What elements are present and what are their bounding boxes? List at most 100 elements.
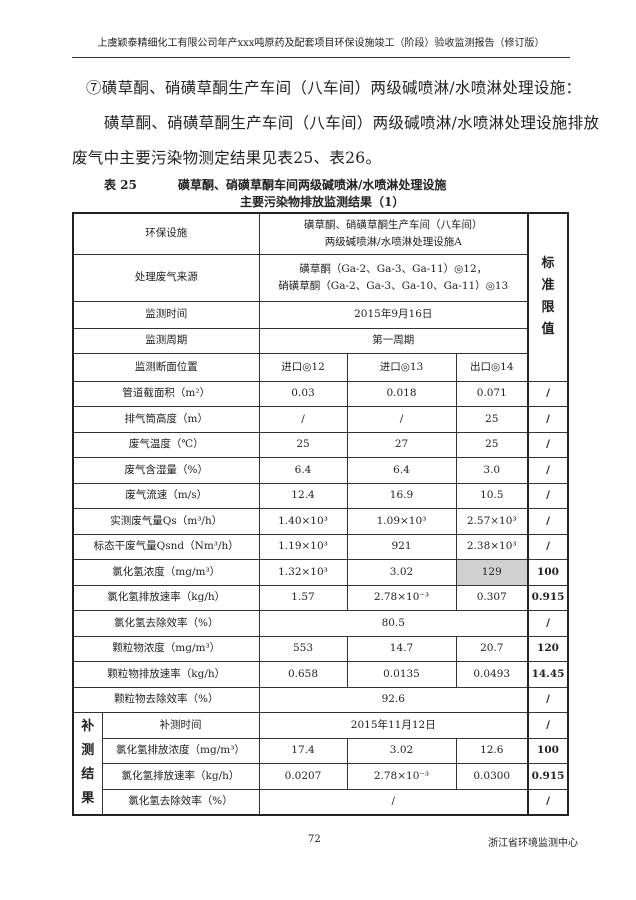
row-label: 监测时间 [72, 300, 260, 329]
cell: 0.0300 [455, 763, 529, 790]
table-row: 排气筒高度（m） //25/ [72, 406, 569, 433]
row-label: 管道截面积（m²） [72, 380, 260, 407]
row-label: 氯化氢排放速率（kg/h） [101, 763, 260, 790]
cell: 2.78×10⁻³ [346, 763, 457, 790]
cell: 1.57 [258, 584, 348, 611]
cell: 2.38×10³ [455, 533, 529, 560]
table-row: 环保设施 磺草酮、硝磺草酮生产车间（八车间） 两级碱喷淋/水喷淋处理设施A 标准限… [72, 212, 569, 382]
row-label: 排气筒高度（m） [72, 406, 260, 433]
std-limit: / [527, 508, 569, 535]
table-row: 监测周期 第一周期 [72, 327, 568, 354]
cell: 0.0493 [455, 661, 529, 688]
std-limit: / [527, 533, 569, 560]
table-row: 氯化氢去除效率（%） 80.5/ [72, 610, 569, 637]
cell: 12.4 [258, 482, 348, 509]
cell-exceeds-limit: 129 [455, 559, 529, 586]
cell: 进口◎12 [258, 352, 348, 382]
cell: 3.02 [346, 559, 457, 586]
row-label: 处理废气来源 [72, 253, 260, 302]
cell: 10.5 [455, 482, 529, 509]
row-label: 氯化氢排放速率（kg/h） [72, 584, 260, 611]
section-heading: ⑦磺草酮、硝磺草酮生产车间（八车间）两级碱喷淋/水喷淋处理设施： [86, 79, 582, 97]
running-header: 上虞颖泰精细化工有限公司年产xxx吨原药及配套项目环保设施竣工（阶段）验收监测报… [97, 38, 545, 49]
cell: 14.7 [346, 635, 457, 662]
cell: 1.19×10³ [258, 533, 348, 560]
footer-org: 浙江省环境监测中心 [488, 838, 578, 849]
paragraph-line: 磺草酮、硝磺草酮生产车间（八车间）两级碱喷淋/水喷淋处理设施排放 [104, 114, 600, 132]
cell: 1.32×10³ [258, 559, 348, 586]
cell: 2015年9月16日 [258, 300, 529, 329]
cell-line: 磺草酮、硝磺草酮生产车间（八车间） [304, 218, 483, 231]
std-limit: / [527, 406, 569, 433]
std-limit: 100 [527, 737, 569, 764]
table-title: 主要污染物排放监测结果（1） [240, 195, 405, 209]
cell: 25 [258, 431, 348, 458]
row-label: 监测周期 [72, 327, 260, 354]
std-limit: / [527, 482, 569, 509]
row-label: 监测断面位置 [72, 352, 260, 382]
cell: 0.658 [258, 661, 348, 688]
std-limit: / [527, 712, 569, 739]
cell: 0.071 [455, 380, 529, 407]
std-limit: / [527, 431, 569, 458]
header-divider [72, 57, 570, 58]
row-label: 颗粒物排放速率（kg/h） [72, 661, 260, 688]
cell-line: 硝磺草酮（Ga-2、Ga-3、Ga-10、Ga-11）◎13 [278, 279, 509, 292]
std-limit: / [527, 380, 569, 407]
cell: 3.02 [346, 737, 457, 764]
cell: 2.78×10⁻³ [346, 584, 457, 611]
row-label: 氯化氢浓度（mg/m³） [72, 559, 260, 586]
std-limit: 14.45 [527, 661, 569, 688]
std-limit: 120 [527, 635, 569, 662]
cell: 1.40×10³ [258, 508, 348, 535]
table-title: 磺草酮、硝磺草酮车间两级碱喷淋/水喷淋处理设施 [178, 178, 447, 192]
cell: 0.0135 [346, 661, 457, 688]
cell: 磺草酮、硝磺草酮生产车间（八车间） 两级碱喷淋/水喷淋处理设施A [258, 212, 529, 255]
table-row: 标态干废气量Qsnd（Nm³/h） 1.19×10³ 921 2.38×10³ / [72, 533, 569, 560]
row-label: 实测废气量Qs（m³/h） [72, 508, 260, 535]
cell: / [258, 406, 348, 433]
row-label: 废气含湿量（%） [72, 457, 260, 484]
table-row: 氯化氢排放速率（kg/h） 1.57 2.78×10⁻³ 0.307 0.915 [72, 584, 569, 611]
std-limit: / [527, 686, 569, 713]
row-label: 环保设施 [72, 212, 260, 255]
std-limit: 0.915 [527, 584, 569, 611]
row-label: 废气温度（℃） [72, 431, 260, 458]
table-row: 颗粒物去除效率（%） 92.6/ [72, 686, 569, 713]
cell: 92.6 [258, 686, 529, 713]
cell: 25 [455, 431, 529, 458]
std-limit: 0.915 [527, 763, 569, 790]
cell: 6.4 [346, 457, 457, 484]
page-number: 72 [308, 834, 321, 845]
cell: 12.6 [455, 737, 529, 764]
row-label: 废气流速（m/s） [72, 482, 260, 509]
std-limit: 100 [527, 559, 569, 586]
cell: 第一周期 [258, 327, 529, 354]
cell: 2.57×10³ [455, 508, 529, 535]
cell: / [258, 788, 529, 815]
table-row: 氯化氢排放浓度（mg/m³） 17.4 3.02 12.6 100 [73, 737, 569, 764]
row-label: 颗粒物浓度（mg/m³） [72, 635, 260, 662]
std-limit: / [527, 610, 569, 637]
table-row: 废气含湿量（%） 6.4 6.4 3.0/ [72, 457, 569, 484]
cell: 2015年11月12日 [258, 712, 529, 739]
row-label: 氯化氢去除效率（%） [101, 788, 260, 815]
std-limit: / [527, 457, 569, 484]
cell-line: 磺草酮（Ga-2、Ga-3、Ga-11）◎12， [299, 262, 488, 275]
cell: 25 [455, 406, 529, 433]
supplement-label-cell: 补测结果 [72, 712, 103, 815]
cell: 0.0207 [258, 763, 348, 790]
row-label: 颗粒物去除效率（%） [72, 686, 260, 713]
cell: 6.4 [258, 457, 348, 484]
table-row: 管道截面积（m²） 0.03 0.018 0.071/ [72, 380, 569, 407]
supplement-label: 补测结果 [81, 719, 95, 807]
table-row: 处理废气来源 磺草酮（Ga-2、Ga-3、Ga-11）◎12， 硝磺草酮（Ga-2… [72, 253, 568, 302]
cell: 20.7 [455, 635, 529, 662]
cell: 17.4 [258, 737, 348, 764]
cell: 3.0 [455, 457, 529, 484]
row-label: 标态干废气量Qsnd（Nm³/h） [72, 533, 260, 560]
cell: 出口◎14 [455, 352, 529, 382]
cell: 0.03 [258, 380, 348, 407]
cell: 0.018 [346, 380, 457, 407]
cell-line: 两级碱喷淋/水喷淋处理设施A [324, 235, 462, 248]
